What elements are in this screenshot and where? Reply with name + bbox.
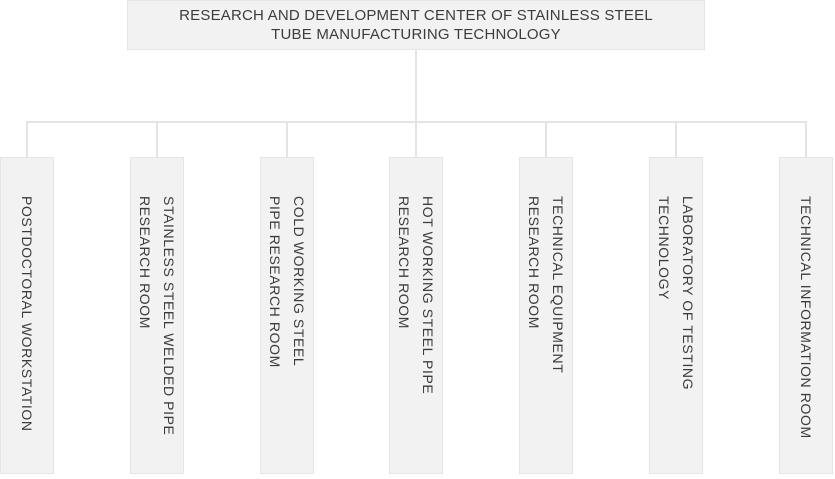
dept-node-label: COLD WORKING STEEL PIPE RESEARCH ROOM: [267, 196, 307, 368]
dept-node-label: HOT WORKING STEEL PIPE RESEARCH ROOM: [396, 196, 436, 395]
dept-node-label: STAINLESS STEEL WELDED PIPE RESEARCH ROO…: [137, 196, 177, 436]
dept-node-label: LABORATORY OF TESTING TECHNOLOGY: [656, 196, 696, 391]
dept-node-stainless-steel-welded-pipe-research-room: STAINLESS STEEL WELDED PIPE RESEARCH ROO…: [130, 157, 184, 474]
dept-node-label: TECHNICAL EQUIPMENT RESEARCH ROOM: [526, 196, 566, 374]
dept-node-laboratory-of-testing-technology: LABORATORY OF TESTING TECHNOLOGY: [649, 157, 703, 474]
dept-node-hot-working-steel-pipe-research-room: HOT WORKING STEEL PIPE RESEARCH ROOM: [389, 157, 443, 474]
dept-node-label: TECHNICAL INFORMATION ROOM: [798, 196, 814, 439]
dept-node-postdoctoral-workstation: POSTDOCTORAL WORKSTATION: [0, 157, 54, 474]
dept-node-label: POSTDOCTORAL WORKSTATION: [19, 196, 35, 432]
dept-node-cold-working-steel-pipe-research-room: COLD WORKING STEEL PIPE RESEARCH ROOM: [260, 157, 314, 474]
dept-node-technical-equipment-research-room: TECHNICAL EQUIPMENT RESEARCH ROOM: [519, 157, 573, 474]
dept-node-technical-information-room: TECHNICAL INFORMATION ROOM: [779, 157, 833, 474]
root-node: RESEARCH AND DEVELOPMENT CENTER OF STAIN…: [127, 0, 705, 50]
root-node-label: RESEARCH AND DEVELOPMENT CENTER OF STAIN…: [179, 7, 653, 43]
